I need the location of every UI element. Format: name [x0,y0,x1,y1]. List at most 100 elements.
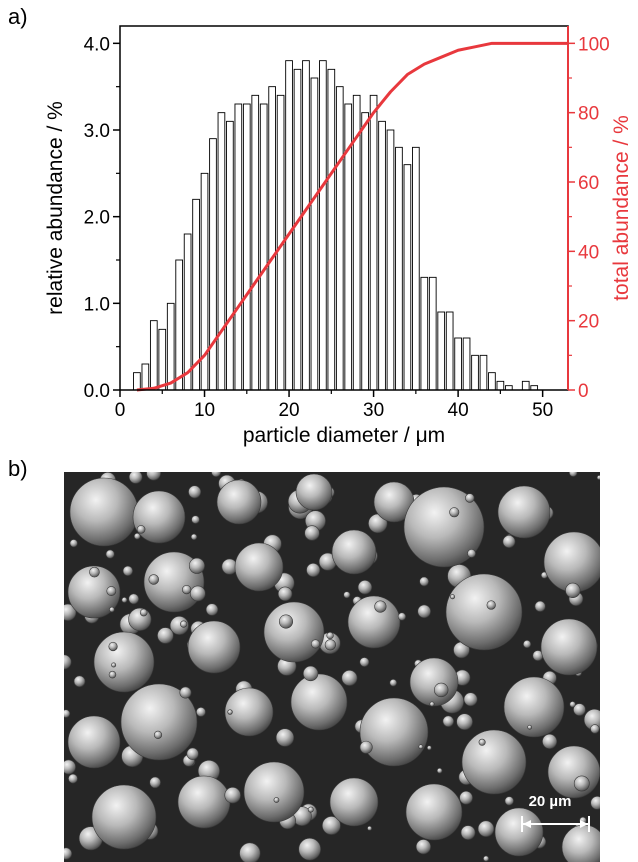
powder-particle [409,657,459,707]
bar [488,372,496,391]
powder-particle [565,582,581,598]
powder-particle [522,640,532,649]
powder-particle [234,542,284,592]
bar [259,103,268,391]
sem-micrograph-image: 20 µm [64,472,600,862]
powder-particle [273,797,280,803]
bar [251,94,260,391]
bar [242,103,251,391]
powder-particle [143,551,205,613]
powder-particle [298,837,321,861]
powder-particle [307,806,314,813]
powder-particle [504,796,514,806]
powder-particle [415,839,431,855]
powder-particle [478,738,486,746]
powder-particle [429,701,435,707]
bar [226,120,234,391]
y2-tick-label: 60 [578,173,599,194]
powder-particle [188,485,202,499]
bar [521,380,530,391]
powder-particle [89,566,100,578]
powder-particle [295,473,333,511]
powder-particle [502,535,516,548]
bar [479,354,488,391]
powder-particle [211,472,222,478]
x-axis-label: particle diameter / μm [243,424,445,447]
powder-particle [569,701,576,708]
powder-particle [527,724,533,730]
powder-particle [157,627,174,644]
powder-particle [224,786,241,804]
powder-particle [91,784,157,850]
powder-particle [239,842,261,862]
powder-particle [459,790,473,805]
y2-axis-label: total abundance / % [610,115,633,301]
powder-particle [128,607,152,631]
y-axis-label: relative abundance / % [44,101,67,315]
powder-particle [359,697,429,767]
powder-particle [461,729,527,795]
bar [420,276,429,391]
powder-particle [67,565,121,619]
powder-particle [111,662,117,668]
powder-particle [449,507,460,518]
powder-particle [243,761,305,823]
powder-particle [182,584,192,595]
bar [158,328,167,391]
powder-particle [596,475,600,480]
powder-particle [547,745,600,799]
powder-particle [573,703,586,716]
bar [217,112,226,391]
powder-particle [149,776,161,789]
powder-particle [456,713,473,731]
powder-particle [179,686,192,699]
y-axis-right: 0 20 40 60 80 100 [567,26,610,402]
y2-tick-label: 20 [578,312,599,333]
powder-particle [69,477,139,547]
bar [293,68,302,391]
powder-particle [486,600,496,610]
cumulative-series [136,41,568,392]
powder-particle [108,641,118,652]
powder-particle [465,493,475,503]
powder-particle [146,472,161,481]
powder-particle [290,673,348,731]
y-tick-label: 2.0 [84,208,110,229]
bar [395,146,403,391]
powder-particle [122,565,133,577]
bar [496,380,505,391]
bar [234,103,243,391]
x-tick-label: 0 [115,400,126,421]
powder-particle [445,573,523,651]
powder-particle [128,593,140,605]
powder-particle [405,783,463,841]
bar [471,354,479,391]
powder-particle [460,825,476,840]
powder-particle [590,796,600,810]
y-axis-left: 0.0 1.0 2.0 3.0 4.0 [84,34,120,402]
y2-tick-label: 0 [578,381,589,402]
bar [386,129,395,391]
powder-particle [417,604,431,619]
powder-particle [277,586,293,602]
powder-particle [321,816,341,835]
powder-particle [73,675,86,688]
powder-particle [136,525,146,534]
powder-particle [189,585,206,602]
powder-particle [205,603,219,616]
y2-tick-label: 100 [578,34,610,55]
bar [437,311,446,391]
powder-particle [343,591,351,599]
powder-particle [359,740,373,754]
powder-particle [590,724,600,734]
y-tick-label: 3.0 [84,121,110,142]
bar [454,337,462,391]
powder-particle [93,631,155,693]
powder-particle [483,855,490,862]
scale-bar: 20 µm [521,793,590,832]
x-tick-label: 40 [448,400,469,421]
powder-particle [568,472,578,477]
bar [149,320,158,391]
y2-tick-label: 40 [578,242,599,263]
powder-particle [128,472,143,484]
